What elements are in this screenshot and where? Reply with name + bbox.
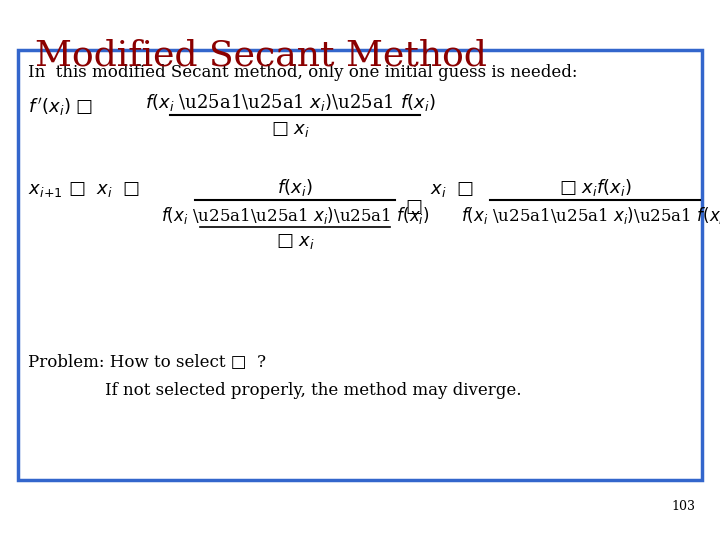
Text: Problem: How to select □  ?: Problem: How to select □ ? <box>28 354 266 371</box>
Text: $f(x_i$ \u25a1\u25a1 $x_i)$\u25a1 $f(x_i)$: $f(x_i$ \u25a1\u25a1 $x_i)$\u25a1 $f(x_i… <box>461 205 720 226</box>
Text: $f\,'(x_i)$ □: $f\,'(x_i)$ □ <box>28 96 93 118</box>
Text: Modified Secant Method: Modified Secant Method <box>35 38 487 72</box>
Text: $x_{i\!+\!1}$ □  $x_i$  □: $x_{i\!+\!1}$ □ $x_i$ □ <box>28 180 140 199</box>
Text: □ $x_i$: □ $x_i$ <box>271 120 310 139</box>
Text: □ $x_i f(x_i)$: □ $x_i f(x_i)$ <box>559 177 631 198</box>
Text: If not selected properly, the method may diverge.: If not selected properly, the method may… <box>105 382 521 399</box>
Text: In  this modified Secant method, only one initial guess is needed:: In this modified Secant method, only one… <box>28 64 577 81</box>
FancyBboxPatch shape <box>18 50 702 480</box>
Text: $f(x_i$ \u25a1\u25a1 $x_i)$\u25a1 $f(x_i)$: $f(x_i$ \u25a1\u25a1 $x_i)$\u25a1 $f(x_i… <box>161 205 429 226</box>
Text: 103: 103 <box>671 500 695 513</box>
Text: □: □ <box>405 198 422 216</box>
Text: □ $x_i$: □ $x_i$ <box>276 232 315 251</box>
Text: $x_i$  □: $x_i$ □ <box>430 180 474 199</box>
Text: $f(x_i$ \u25a1\u25a1 $x_i)$\u25a1 $f(x_i)$: $f(x_i$ \u25a1\u25a1 $x_i)$\u25a1 $f(x_i… <box>145 92 436 113</box>
Text: $f(x_i)$: $f(x_i)$ <box>277 177 312 198</box>
